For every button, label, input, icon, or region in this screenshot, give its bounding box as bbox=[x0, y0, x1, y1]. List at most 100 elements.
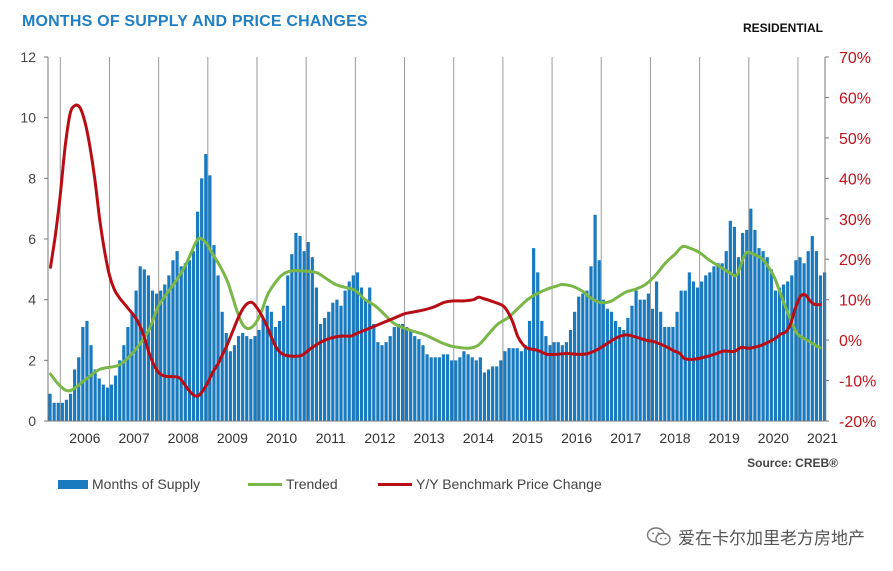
supply-bar bbox=[515, 348, 519, 421]
supply-bar bbox=[630, 305, 634, 421]
supply-bar bbox=[355, 272, 360, 421]
supply-bar bbox=[667, 326, 671, 421]
supply-bar bbox=[187, 260, 191, 421]
supply-bar bbox=[253, 336, 257, 421]
supply-bar bbox=[195, 211, 200, 421]
right-tick-label: 60% bbox=[839, 90, 871, 107]
supply-bar bbox=[179, 266, 183, 421]
supply-bar bbox=[118, 360, 122, 421]
legend-label-supply: Months of Supply bbox=[92, 476, 201, 492]
supply-bar bbox=[48, 393, 52, 421]
supply-bar bbox=[634, 290, 638, 421]
supply-bar bbox=[56, 402, 60, 421]
left-tick-label: 10 bbox=[20, 110, 36, 126]
supply-bar bbox=[425, 354, 429, 421]
left-tick-label: 4 bbox=[28, 292, 36, 308]
left-tick-label: 0 bbox=[28, 413, 36, 429]
supply-bar bbox=[687, 272, 691, 421]
supply-bar bbox=[568, 330, 573, 421]
supply-bar bbox=[249, 339, 253, 421]
supply-bar bbox=[663, 326, 667, 421]
supply-bar bbox=[691, 281, 696, 421]
right-tick-label: 0% bbox=[839, 333, 862, 350]
supply-bar bbox=[241, 333, 245, 421]
supply-bar bbox=[626, 317, 630, 421]
supply-bar bbox=[224, 333, 228, 421]
supply-bar bbox=[712, 266, 716, 421]
trended-line bbox=[49, 236, 822, 393]
supply-bar bbox=[609, 311, 614, 421]
supply-bar bbox=[191, 251, 196, 421]
supply-bar bbox=[310, 257, 314, 421]
supply-bar bbox=[81, 326, 85, 421]
x-tick-label: 2020 bbox=[758, 430, 789, 446]
supply-bar bbox=[126, 326, 130, 421]
supply-bar bbox=[675, 311, 679, 421]
supply-bar bbox=[404, 326, 409, 421]
legend-item-price: Y/Y Benchmark Price Change bbox=[378, 476, 602, 492]
supply-bar bbox=[429, 357, 433, 421]
supply-bar bbox=[462, 351, 466, 421]
right-tick-label: 50% bbox=[839, 131, 871, 148]
x-tick-label: 2014 bbox=[463, 430, 494, 446]
supply-bar bbox=[155, 293, 159, 421]
supply-bar bbox=[441, 354, 446, 421]
supply-bar bbox=[364, 299, 368, 421]
left-tick-label: 12 bbox=[20, 49, 36, 65]
supply-bar bbox=[372, 323, 376, 421]
supply-bar bbox=[376, 342, 380, 421]
supply-bar bbox=[232, 345, 237, 421]
supply-bar bbox=[495, 366, 499, 421]
right-tick-label: -20% bbox=[839, 414, 876, 431]
supply-bar bbox=[298, 235, 302, 421]
supply-bar bbox=[581, 293, 585, 421]
supply-bars bbox=[48, 154, 827, 421]
watermark-text: 爱在卡尔加里老方房地产 bbox=[678, 529, 865, 548]
supply-bar bbox=[200, 178, 204, 421]
supply-bar bbox=[552, 342, 556, 421]
x-tick-label: 2015 bbox=[512, 430, 543, 446]
supply-bar bbox=[536, 272, 540, 421]
x-tick-label: 2007 bbox=[118, 430, 149, 446]
supply-bar bbox=[302, 251, 306, 421]
legend-item-trended: Trended bbox=[248, 476, 338, 492]
category-tag: RESIDENTIAL bbox=[742, 21, 823, 35]
supply-bar bbox=[736, 257, 741, 421]
supply-bar bbox=[782, 284, 786, 421]
supply-bar bbox=[642, 299, 646, 421]
supply-bar bbox=[208, 175, 212, 421]
supply-bar bbox=[732, 226, 737, 421]
supply-bar bbox=[142, 269, 146, 421]
supply-bar bbox=[433, 357, 437, 421]
right-tick-label: -10% bbox=[839, 374, 876, 391]
supply-bar bbox=[769, 269, 773, 421]
supply-bar bbox=[700, 281, 704, 421]
supply-bar bbox=[167, 275, 171, 421]
right-tick-label: 10% bbox=[839, 293, 871, 310]
supply-bar bbox=[368, 287, 372, 421]
supply-bar bbox=[757, 248, 761, 421]
supply-bar bbox=[60, 402, 64, 421]
supply-bar bbox=[85, 320, 89, 421]
supply-bar bbox=[622, 330, 626, 421]
x-tick-label: 2010 bbox=[266, 430, 297, 446]
chart-title: MONTHS OF SUPPLY AND PRICE CHANGES bbox=[22, 13, 368, 30]
supply-bar bbox=[351, 275, 355, 421]
supply-bar bbox=[64, 399, 69, 421]
supply-bar bbox=[523, 345, 528, 421]
supply-bar bbox=[314, 287, 319, 421]
supply-bar bbox=[527, 320, 532, 421]
supply-bar bbox=[577, 296, 581, 421]
supply-bar bbox=[216, 275, 220, 421]
axes: 0 2 4 6 8 10 12 -20% -10% 0% 10% 20% 30% 40% 50% 60% 70%… bbox=[20, 49, 876, 446]
supply-bar bbox=[269, 311, 273, 421]
watermark: 爱在卡尔加里老方房地产 bbox=[646, 524, 865, 549]
x-tick-label: 2013 bbox=[414, 430, 445, 446]
supply-bar bbox=[548, 345, 552, 421]
supply-bar bbox=[150, 290, 155, 421]
supply-bar bbox=[810, 235, 814, 421]
right-tick-label: 70% bbox=[839, 50, 871, 67]
supply-bar bbox=[130, 311, 134, 421]
x-tick-label: 2019 bbox=[709, 430, 740, 446]
